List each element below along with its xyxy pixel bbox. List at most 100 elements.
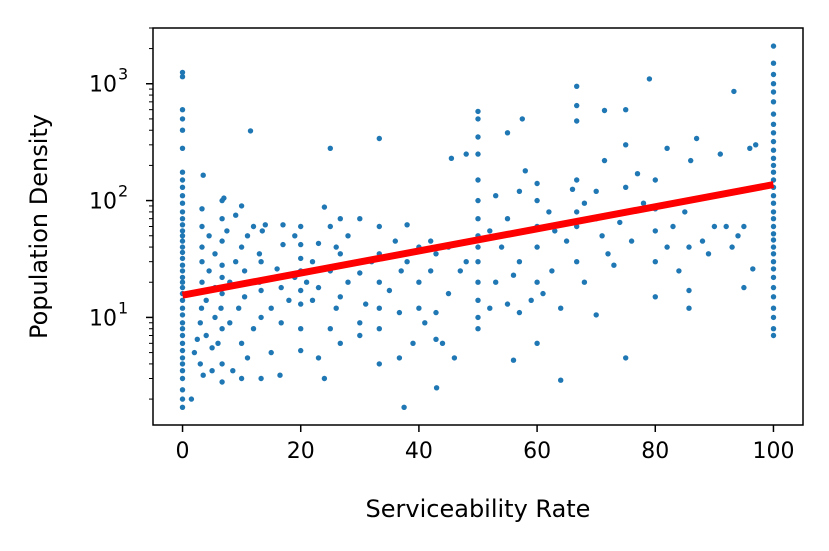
scatter-point bbox=[218, 305, 224, 311]
scatter-point bbox=[309, 259, 316, 265]
scatter-point bbox=[206, 233, 212, 239]
scatter-point bbox=[219, 361, 225, 367]
scatter-point bbox=[327, 223, 333, 230]
scatter-point bbox=[238, 203, 245, 209]
scatter-point bbox=[212, 251, 218, 257]
scatter-point bbox=[345, 279, 351, 285]
scatter-point bbox=[244, 233, 251, 239]
scatter-point bbox=[286, 297, 292, 303]
scatter-point bbox=[574, 177, 580, 183]
scatter-point bbox=[451, 355, 458, 361]
scatter-point bbox=[593, 312, 599, 318]
scatter-point bbox=[770, 251, 777, 257]
scatter-point bbox=[298, 347, 304, 354]
scatter-point bbox=[256, 251, 263, 257]
scatter-point bbox=[203, 332, 209, 339]
scatter-point bbox=[731, 88, 737, 95]
scatter-point bbox=[770, 266, 777, 272]
scatter-point bbox=[705, 251, 712, 257]
scatter-point bbox=[770, 200, 777, 206]
scatter-point bbox=[574, 102, 580, 109]
scatter-point bbox=[179, 404, 186, 410]
scatter-point bbox=[770, 231, 777, 237]
scatter-point bbox=[259, 228, 265, 234]
scatter-point bbox=[574, 259, 580, 265]
scatter-point bbox=[475, 197, 481, 204]
scatter-point bbox=[219, 216, 225, 222]
scatter-point bbox=[735, 233, 741, 239]
scatter-point bbox=[504, 130, 511, 136]
scatter-point bbox=[410, 340, 416, 346]
scatter-point bbox=[475, 314, 481, 321]
scatter-point bbox=[475, 326, 481, 332]
scatter-point bbox=[475, 216, 481, 222]
scatter-point bbox=[601, 107, 608, 114]
scatter-point bbox=[770, 155, 777, 161]
scatter-point bbox=[179, 340, 186, 346]
scatter-point bbox=[333, 244, 339, 250]
scatter-point bbox=[337, 251, 343, 257]
scatter-point bbox=[179, 279, 186, 285]
scatter-point bbox=[664, 145, 670, 151]
scatter-point bbox=[770, 60, 777, 66]
scatter-point bbox=[179, 69, 186, 76]
scatter-point bbox=[298, 287, 304, 294]
scatter-point bbox=[179, 361, 186, 367]
scatter-point bbox=[188, 396, 195, 402]
scatter-point bbox=[581, 279, 588, 285]
scatter-point bbox=[534, 180, 540, 187]
scatter-point bbox=[238, 244, 245, 250]
scatter-point bbox=[404, 222, 410, 228]
scatter-point bbox=[534, 279, 540, 285]
scatter-point bbox=[693, 135, 700, 142]
scatter-point bbox=[652, 294, 658, 300]
scatter-point bbox=[376, 279, 382, 285]
scatter-point bbox=[770, 259, 777, 265]
scatter-point bbox=[670, 223, 676, 230]
scatter-point bbox=[433, 251, 439, 257]
scatter-point bbox=[422, 320, 428, 326]
scatter-point bbox=[552, 228, 558, 234]
scatter-point bbox=[569, 186, 576, 192]
scatter-point bbox=[770, 138, 777, 145]
scatter-point bbox=[345, 233, 351, 239]
scatter-point bbox=[199, 223, 205, 230]
scatter-point bbox=[337, 294, 343, 300]
x-tick-label: 100 bbox=[752, 439, 794, 464]
scatter-point bbox=[540, 290, 546, 297]
x-tick-label: 0 bbox=[176, 439, 190, 464]
scatter-point bbox=[770, 147, 777, 153]
scatter-point bbox=[770, 314, 777, 321]
scatter-point bbox=[652, 177, 658, 183]
scatter-point bbox=[711, 223, 718, 230]
scatter-point bbox=[179, 305, 186, 311]
scatter-point bbox=[298, 223, 304, 230]
trend-line bbox=[181, 181, 775, 299]
y-tick-label: 10 bbox=[89, 306, 117, 331]
scatter-point bbox=[215, 340, 221, 346]
scatter-point bbox=[386, 287, 393, 294]
scatter-point bbox=[750, 266, 756, 272]
scatter-point bbox=[428, 268, 434, 274]
scatter-point bbox=[770, 294, 777, 300]
scatter-point bbox=[549, 268, 555, 274]
scatter-point bbox=[688, 157, 694, 164]
scatter-point bbox=[238, 340, 245, 346]
scatter-point bbox=[219, 238, 225, 244]
scatter-point bbox=[298, 301, 304, 307]
scatter-point bbox=[617, 219, 623, 226]
scatter-point bbox=[199, 206, 205, 212]
scatter-point bbox=[309, 297, 316, 303]
x-axis-label: Serviceability Rate bbox=[366, 495, 591, 523]
scatter-point bbox=[493, 279, 499, 285]
scatter-point bbox=[396, 309, 403, 316]
scatter-point bbox=[250, 326, 257, 332]
scatter-point bbox=[258, 314, 264, 321]
scatter-point bbox=[741, 284, 747, 291]
scatter-point bbox=[628, 238, 635, 244]
scatter-point bbox=[392, 238, 398, 244]
scatter-point bbox=[233, 212, 239, 218]
scatter-point bbox=[770, 71, 777, 78]
scatter-point bbox=[433, 336, 439, 342]
scatter-point bbox=[179, 268, 186, 274]
